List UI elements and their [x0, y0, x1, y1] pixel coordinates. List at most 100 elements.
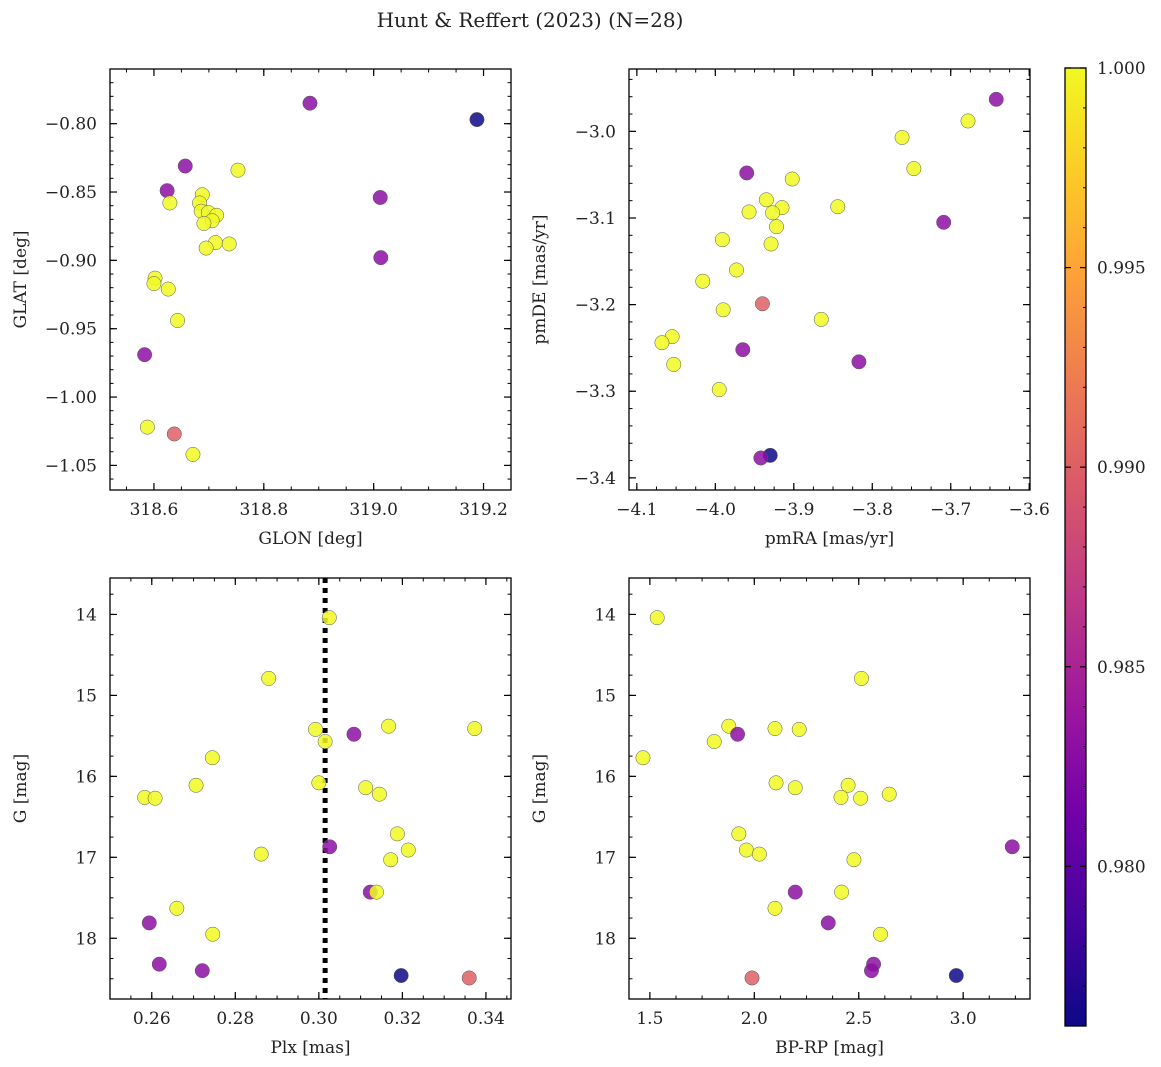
colorbar-frame [1064, 67, 1087, 1027]
x-tick-label: 319.2 [459, 500, 508, 520]
data-point [230, 162, 246, 178]
scatter-points [654, 91, 1004, 466]
data-point [654, 335, 670, 351]
data-point [635, 750, 651, 766]
y-axis-label: G [mag] [11, 754, 31, 823]
x-axis-label: GLON [deg] [258, 529, 362, 549]
y-tick-label: −3.2 [575, 296, 616, 316]
y-tick-label: −0.95 [45, 320, 97, 340]
minor-ticks [629, 69, 1030, 490]
figure-title: Hunt & Reffert (2023) (N=28) [377, 8, 684, 32]
data-point [936, 214, 952, 230]
y-tick-label: −0.80 [45, 115, 97, 135]
data-point [151, 956, 167, 972]
data-point [261, 670, 277, 686]
data-point [744, 970, 760, 986]
data-point [194, 963, 210, 979]
data-point [381, 718, 397, 734]
x-tick-label: 3.0 [950, 1009, 977, 1029]
data-point [853, 790, 869, 806]
y-axis-label: G [mag] [530, 754, 550, 823]
data-point [753, 450, 769, 466]
data-point [383, 852, 399, 868]
data-point [729, 262, 744, 278]
x-tick-label: 318.8 [239, 500, 288, 520]
x-tick-label: 0.26 [133, 1009, 171, 1029]
data-point [141, 915, 157, 931]
y-tick-label: −3.3 [575, 382, 616, 402]
x-tick-label: −3.7 [930, 500, 971, 520]
data-point [834, 884, 850, 900]
y-tick-label: −1.00 [45, 388, 97, 408]
data-point [873, 926, 888, 942]
data-point [730, 726, 746, 742]
data-point [372, 190, 388, 205]
data-point [830, 199, 846, 215]
y-tick-label: 14 [594, 605, 616, 625]
data-point [894, 129, 910, 145]
x-axis-label: BP-RP [mag] [775, 1038, 884, 1058]
data-point [854, 670, 869, 686]
x-tick-label: −4.0 [695, 500, 736, 520]
x-tick-label: −3.9 [773, 500, 814, 520]
y-tick-label: 14 [75, 605, 97, 625]
data-point [649, 610, 665, 626]
data-point [469, 112, 485, 128]
y-tick-label: 15 [594, 686, 616, 706]
data-point [170, 313, 186, 328]
axes-frame [109, 68, 512, 491]
data-point [159, 183, 175, 199]
x-tick-label: 1.5 [636, 1009, 663, 1029]
data-point [137, 347, 153, 363]
data-point [302, 95, 318, 111]
colorbar: 0.980 0.985 0.990 0.995 1.000 [1064, 59, 1146, 1027]
data-point [765, 205, 781, 221]
x-tick-label: −4.1 [616, 500, 657, 520]
pm-panel: −4.1 −4.0 −3.9 −3.8 −3.7 −3.6 −3.0 −3.1 −3.2 −3.3… [530, 68, 1050, 549]
y-tick-label: −0.85 [45, 183, 97, 203]
y-tick-label: 17 [594, 848, 616, 868]
data-point [706, 734, 722, 749]
scatter-points [137, 95, 485, 462]
y-axis-label: GLAT [deg] [11, 230, 31, 328]
axes-frame [109, 577, 512, 1000]
data-point [321, 610, 337, 626]
data-point [711, 382, 727, 397]
y-tick-label: 16 [594, 767, 616, 787]
y-tick-label: −3.1 [575, 209, 616, 229]
data-point [389, 826, 405, 842]
data-point [358, 780, 374, 796]
y-tick-label: 18 [75, 929, 97, 949]
data-point [147, 790, 163, 806]
x-tick-label: 318.6 [130, 500, 179, 520]
data-point [731, 826, 747, 842]
scatter-points [635, 610, 1020, 986]
x-tick-label: 0.32 [383, 1009, 421, 1029]
data-point [221, 236, 237, 252]
data-point [146, 276, 162, 292]
y-tick-label: −3.4 [575, 469, 616, 489]
colorbar-tick-label: 0.990 [1097, 458, 1146, 478]
data-point [311, 775, 327, 791]
data-point [784, 171, 800, 187]
y-tick-label: −1.05 [45, 456, 97, 476]
data-point [820, 915, 836, 931]
data-point [960, 113, 976, 129]
axes-frame [628, 577, 1031, 1000]
data-point [205, 926, 221, 942]
data-point [322, 839, 338, 855]
data-point [196, 216, 212, 231]
data-point [881, 786, 897, 802]
data-point [695, 273, 711, 289]
data-point [988, 91, 1004, 107]
data-point [787, 884, 803, 900]
data-point [833, 789, 849, 805]
data-point [1004, 839, 1020, 855]
data-point [162, 195, 178, 211]
colorbar-tick-label: 1.000 [1097, 59, 1146, 79]
data-point [851, 354, 867, 370]
x-tick-label: 2.0 [741, 1009, 768, 1029]
minor-ticks [110, 68, 512, 490]
data-point [204, 750, 220, 766]
